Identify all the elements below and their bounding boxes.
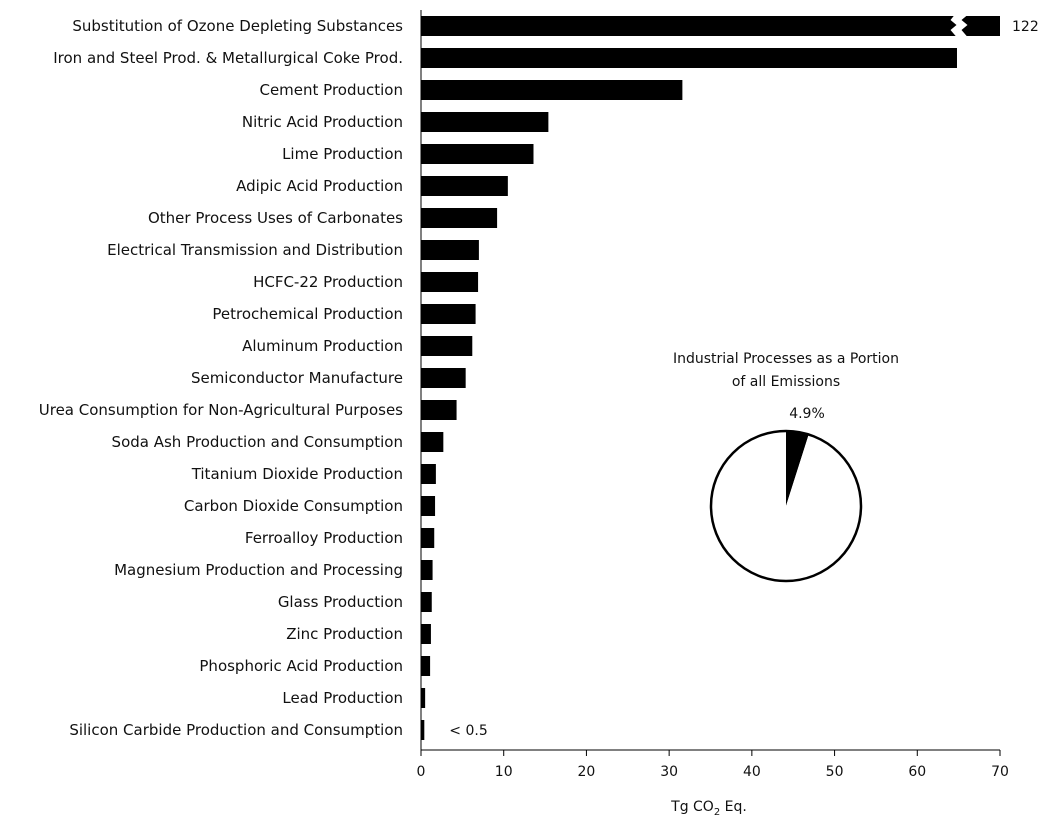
bar	[421, 240, 479, 260]
bar	[421, 176, 508, 196]
bar	[421, 80, 683, 100]
bar	[421, 528, 435, 548]
pie-title-line-1: Industrial Processes as a Portion	[673, 351, 899, 367]
category-label: Electrical Transmission and Distribution	[107, 241, 403, 259]
x-tick-label: 30	[660, 764, 678, 780]
axis-break-marker	[950, 15, 968, 37]
category-labels: Substitution of Ozone Depleting Substanc…	[39, 17, 403, 739]
category-label: Phosphoric Acid Production	[199, 657, 403, 675]
x-tick-label: 70	[991, 764, 1009, 780]
category-label: Carbon Dioxide Consumption	[184, 497, 403, 515]
bar	[421, 16, 1000, 36]
pie-slice	[711, 431, 862, 581]
x-tick-label: 40	[743, 764, 761, 780]
bar	[421, 688, 426, 708]
bar	[421, 304, 476, 324]
pie-slice-label: 4.9%	[789, 406, 825, 422]
category-label: Adipic Acid Production	[236, 177, 403, 195]
bar	[421, 400, 457, 420]
category-label: Substitution of Ozone Depleting Substanc…	[72, 17, 403, 35]
category-label: Iron and Steel Prod. & Metallurgical Cok…	[53, 49, 403, 67]
bar	[421, 720, 425, 740]
bar	[421, 496, 436, 516]
pie-slice	[786, 431, 809, 506]
category-label: Lead Production	[282, 689, 403, 707]
bar	[421, 272, 479, 292]
data-labels: 122 < 0.5	[449, 19, 1038, 739]
bar	[421, 144, 534, 164]
category-label: Silicon Carbide Production and Consumpti…	[69, 721, 403, 739]
x-axis: 0 10 20 30 40 50 60 70	[417, 10, 1009, 780]
pie-chart: Industrial Processes as a Portion of all…	[673, 351, 899, 583]
bar	[421, 432, 444, 452]
x-tick-label: 0	[417, 764, 426, 780]
category-label: Aluminum Production	[242, 337, 403, 355]
bar	[421, 48, 957, 68]
pie-title-line-2: of all Emissions	[732, 374, 840, 390]
category-label: Other Process Uses of Carbonates	[148, 209, 403, 227]
bar	[421, 656, 431, 676]
x-tick-label: 10	[495, 764, 513, 780]
pie-slices	[711, 431, 862, 581]
bar	[421, 208, 498, 228]
x-axis-title-tail: Eq.	[720, 799, 747, 815]
pie-outline	[709, 429, 863, 583]
x-axis-title-main: Tg CO	[670, 799, 714, 815]
data-label: < 0.5	[449, 723, 487, 739]
category-label: Cement Production	[259, 81, 403, 99]
category-label: Titanium Dioxide Production	[191, 465, 403, 483]
category-label: Zinc Production	[286, 625, 403, 643]
x-tick-label: 60	[908, 764, 926, 780]
bar	[421, 464, 436, 484]
x-tick-label: 20	[578, 764, 596, 780]
category-label: Nitric Acid Production	[242, 113, 403, 131]
x-axis-title-sub: 2	[714, 807, 720, 818]
category-label: Glass Production	[278, 593, 403, 611]
category-label: Urea Consumption for Non-Agricultural Pu…	[39, 401, 403, 419]
bars	[421, 15, 1000, 740]
category-label: Semiconductor Manufacture	[191, 369, 403, 387]
x-axis-title: Tg CO2 Eq.	[670, 799, 747, 818]
bar	[421, 624, 431, 644]
bar	[421, 592, 432, 612]
bar	[421, 336, 473, 356]
bar	[421, 368, 466, 388]
category-label: HCFC-22 Production	[253, 273, 403, 291]
category-label: Lime Production	[282, 145, 403, 163]
x-tick-label: 50	[826, 764, 844, 780]
category-label: Soda Ash Production and Consumption	[112, 433, 403, 451]
category-label: Ferroalloy Production	[245, 529, 403, 547]
data-label: 122	[1012, 19, 1039, 35]
bar	[421, 560, 433, 580]
bar	[421, 112, 549, 132]
category-label: Petrochemical Production	[212, 305, 403, 323]
category-label: Magnesium Production and Processing	[114, 561, 403, 579]
